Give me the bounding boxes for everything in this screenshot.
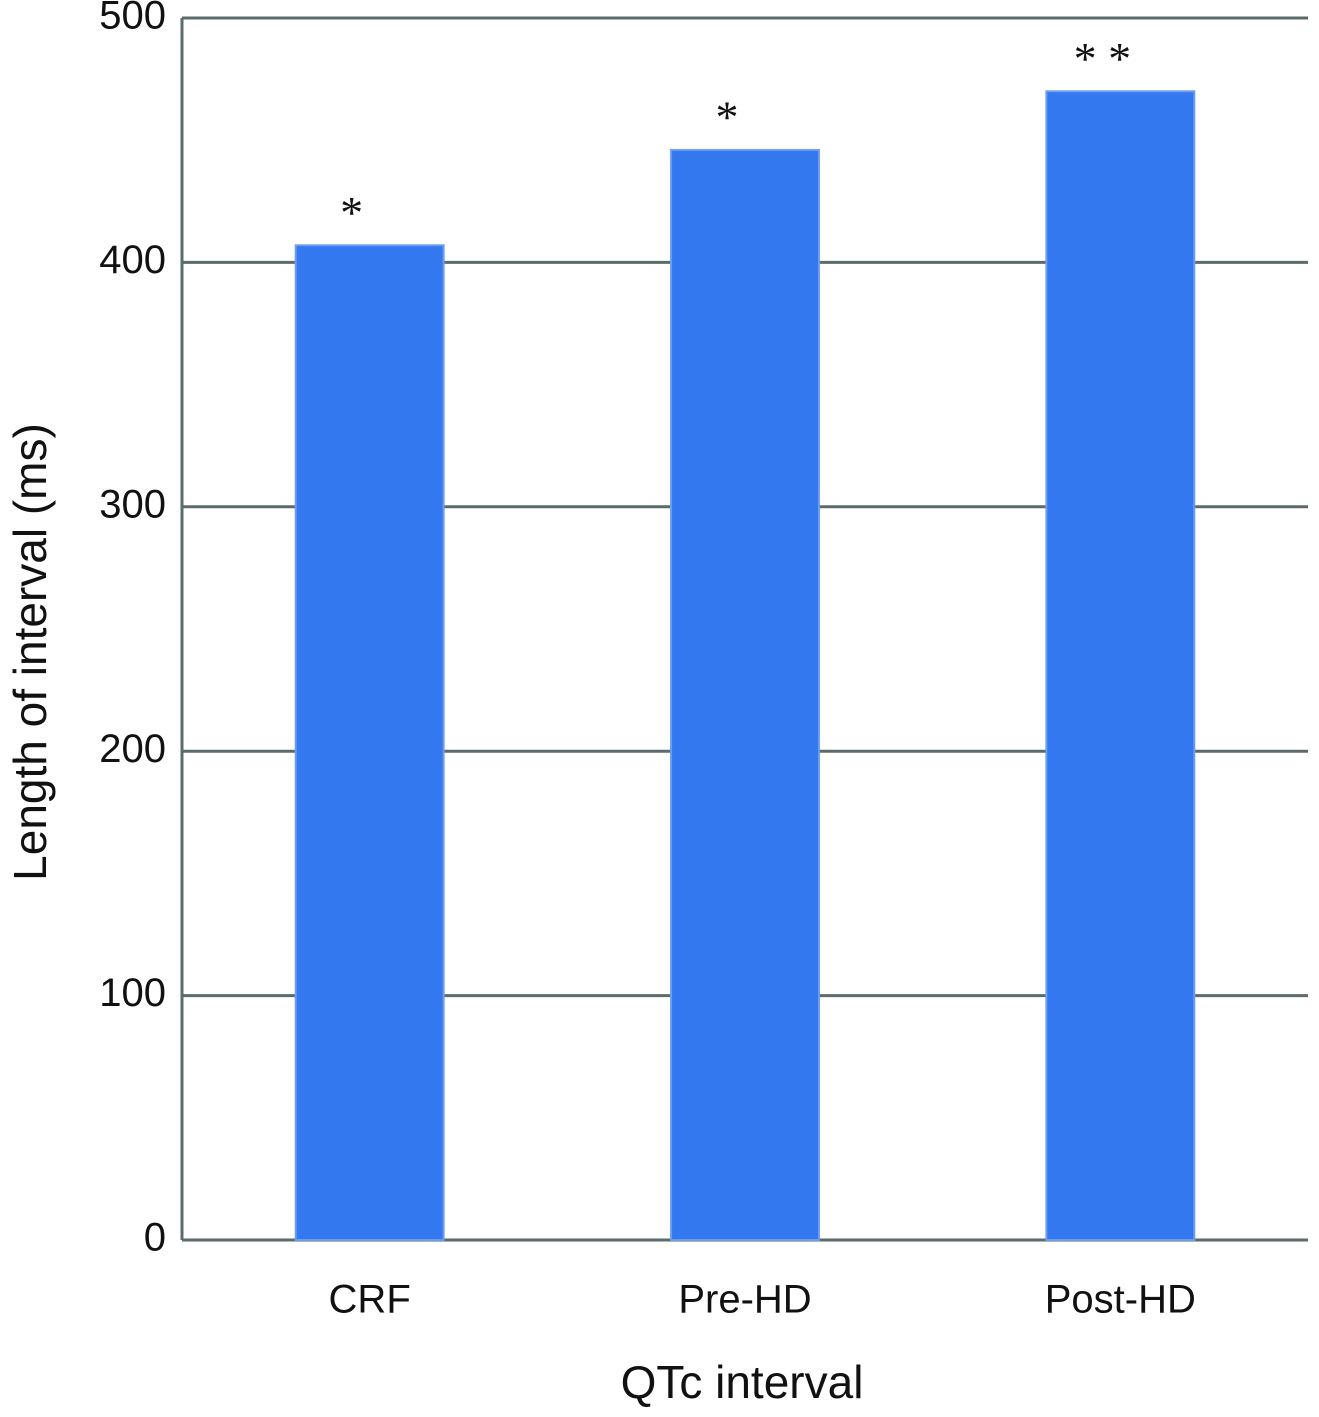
annotation: *	[340, 187, 363, 238]
y-tick-label: 100	[99, 971, 166, 1015]
y-axis-title: Length of interval (ms)	[4, 423, 56, 881]
bar	[294, 244, 445, 1242]
y-tick-label: 500	[99, 0, 166, 38]
x-tick-label: Pre-HD	[678, 1278, 811, 1322]
y-tick-label: 0	[144, 1216, 166, 1260]
x-tick-label: Post-HD	[1045, 1278, 1196, 1322]
x-axis-title: QTc interval	[621, 1356, 864, 1408]
annotation: * *	[1074, 33, 1132, 84]
bar	[1045, 90, 1196, 1242]
y-tick-label: 200	[99, 727, 166, 771]
x-tick-label: CRF	[329, 1278, 411, 1322]
y-tick-label: 300	[99, 482, 166, 526]
bar	[670, 148, 820, 1242]
annotation: *	[716, 92, 739, 143]
y-tick-label: 400	[99, 238, 166, 282]
